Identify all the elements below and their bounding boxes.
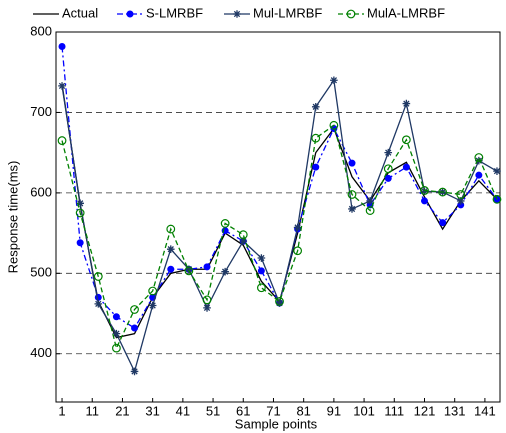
marker — [130, 367, 139, 376]
marker — [256, 283, 266, 293]
marker — [492, 194, 502, 204]
marker — [148, 301, 157, 310]
legend-label: Actual — [62, 5, 98, 20]
marker — [348, 205, 356, 213]
marker — [57, 136, 67, 145]
marker — [233, 10, 241, 18]
x-tick-label: 71 — [266, 403, 280, 418]
x-tick-label: 31 — [145, 403, 159, 418]
marker — [58, 82, 66, 90]
marker — [493, 167, 501, 175]
marker — [420, 186, 429, 195]
y-tick-label: 600 — [30, 184, 52, 199]
y-tick-label: 700 — [30, 104, 52, 119]
marker — [420, 187, 429, 196]
marker — [185, 265, 193, 274]
marker — [311, 133, 321, 143]
x-tick-label: 61 — [236, 403, 250, 418]
marker — [293, 223, 302, 232]
legend-label: MulA-LMRBF — [367, 5, 445, 20]
marker — [94, 300, 103, 308]
marker — [126, 10, 134, 18]
x-tick-label: 1 — [58, 403, 65, 418]
marker — [401, 135, 411, 145]
marker — [475, 171, 483, 179]
marker — [474, 153, 484, 162]
x-tick-label: 121 — [414, 403, 436, 418]
legend-label: Mul-LMRBF — [253, 5, 322, 20]
marker — [58, 42, 66, 50]
series-line — [61, 78, 498, 374]
marker — [221, 267, 229, 276]
marker — [112, 329, 121, 338]
marker — [348, 159, 356, 167]
marker — [131, 324, 139, 332]
x-axis-label: Sample points — [235, 416, 318, 431]
marker — [439, 219, 447, 227]
marker — [402, 163, 410, 171]
marker — [203, 304, 211, 312]
marker — [257, 267, 265, 275]
marker — [166, 245, 175, 253]
marker — [76, 199, 84, 208]
y-axis-label: Response time(ms) — [5, 161, 20, 274]
marker — [130, 305, 139, 314]
marker — [166, 224, 176, 234]
x-tick-label: 21 — [115, 403, 129, 418]
marker — [312, 163, 320, 171]
y-tick-label: 500 — [30, 265, 52, 280]
x-tick-label: 141 — [474, 403, 496, 418]
marker — [456, 197, 465, 205]
marker — [330, 76, 338, 85]
marker — [238, 230, 248, 240]
x-tick-label: 11 — [85, 403, 99, 418]
marker — [384, 148, 393, 157]
marker — [257, 254, 266, 262]
plot-frame — [55, 31, 501, 403]
marker — [202, 295, 212, 305]
y-tick-label: 400 — [30, 345, 52, 360]
series-line — [61, 124, 498, 351]
marker — [346, 9, 356, 19]
marker — [76, 239, 84, 247]
x-tick-label: 131 — [444, 403, 466, 418]
x-tick-label: 101 — [353, 403, 375, 418]
marker — [311, 103, 320, 111]
marker — [167, 265, 175, 273]
marker — [365, 206, 375, 215]
marker — [384, 174, 392, 182]
x-tick-label: 41 — [176, 403, 190, 418]
marker — [329, 120, 339, 130]
marker — [148, 286, 158, 296]
marker — [347, 190, 357, 199]
legend-label: S-LMRBF — [146, 5, 203, 20]
marker — [112, 343, 121, 353]
marker — [184, 266, 194, 276]
x-tick-label: 51 — [206, 403, 220, 418]
marker — [239, 237, 248, 245]
marker — [112, 313, 120, 321]
marker — [438, 187, 448, 197]
marker — [203, 263, 211, 271]
series-line — [61, 46, 498, 329]
marker — [420, 197, 428, 205]
marker — [366, 197, 374, 205]
x-tick-label: 81 — [296, 403, 310, 418]
marker — [75, 208, 85, 218]
y-tick-label: 800 — [30, 23, 52, 38]
x-tick-label: 91 — [327, 403, 341, 418]
marker — [93, 272, 103, 281]
marker — [293, 246, 303, 256]
marker — [456, 190, 466, 199]
marker — [402, 99, 411, 108]
x-tick-label: 111 — [384, 403, 404, 418]
marker — [275, 297, 284, 306]
marker — [220, 219, 230, 228]
marker — [275, 299, 284, 307]
marker — [383, 164, 393, 174]
